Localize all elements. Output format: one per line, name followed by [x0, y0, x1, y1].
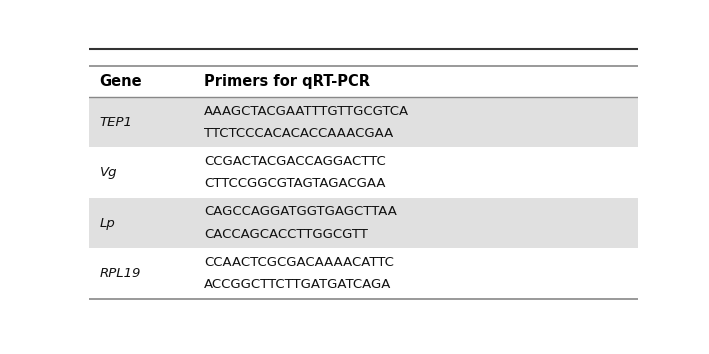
Bar	[89, 97, 638, 147]
Text: ACCGGCTTCTTGATGATCAGA: ACCGGCTTCTTGATGATCAGA	[204, 278, 391, 291]
Text: TEP1: TEP1	[99, 116, 133, 129]
Text: Primers for qRT-PCR: Primers for qRT-PCR	[204, 74, 370, 89]
Text: Vg: Vg	[99, 166, 117, 179]
Text: AAAGCTACGAATTTGTTGCGTCA: AAAGCTACGAATTTGTTGCGTCA	[204, 105, 409, 118]
Text: CAGCCAGGATGGTGAGCTTAA: CAGCCAGGATGGTGAGCTTAA	[204, 205, 397, 218]
Bar	[89, 198, 638, 248]
Text: CTTCCGGCGTAGTAGACGAA: CTTCCGGCGTAGTAGACGAA	[204, 177, 386, 190]
Text: Lp: Lp	[99, 217, 116, 229]
Text: CCAACTCGCGACAAAACATTC: CCAACTCGCGACAAAACATTC	[204, 256, 394, 269]
Text: TTCTCCCACACACCAAACGAA: TTCTCCCACACACCAAACGAA	[204, 127, 393, 140]
Text: CACCAGCACCTTGGCGTT: CACCAGCACCTTGGCGTT	[204, 228, 368, 241]
Text: CCGACTACGACCAGGACTTC: CCGACTACGACCAGGACTTC	[204, 155, 386, 168]
Text: RPL19: RPL19	[99, 267, 141, 280]
Text: Gene: Gene	[99, 74, 143, 89]
